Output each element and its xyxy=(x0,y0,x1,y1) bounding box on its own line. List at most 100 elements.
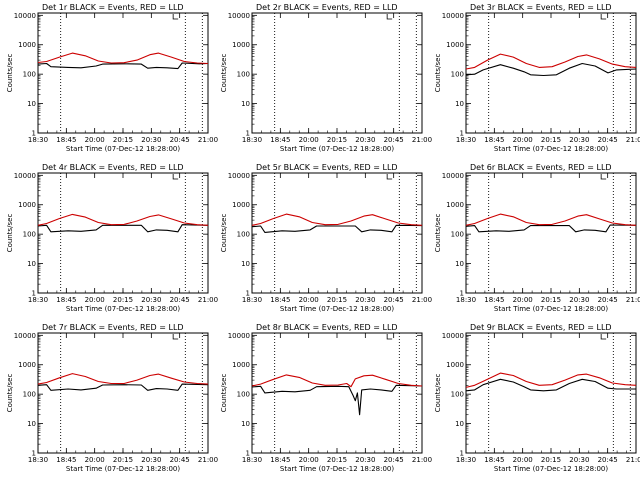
series-line-events xyxy=(37,62,209,70)
x-tick-label: 20:15 xyxy=(113,456,133,464)
series-line-lld xyxy=(37,52,209,65)
y-axis-label: Counts/sec xyxy=(6,374,14,413)
y-axis-label: Counts/sec xyxy=(220,374,228,413)
y-tick-label: 1000 xyxy=(446,41,464,49)
panel-title: Det 6r BLACK = Events, RED = LLD xyxy=(470,163,612,172)
x-tick-label: 20:00 xyxy=(85,456,105,464)
panel-title: Det 5r BLACK = Events, RED = LLD xyxy=(256,163,398,172)
x-axis-label: Start Time (07-Dec-12 18:28:00) xyxy=(280,305,394,313)
series-line-events xyxy=(37,224,209,233)
x-axis-label: Start Time (07-Dec-12 18:28:00) xyxy=(494,305,608,313)
series-line-events xyxy=(465,224,637,233)
y-tick-label: 10000 xyxy=(228,172,250,180)
x-tick-label: 20:45 xyxy=(384,296,404,304)
x-tick-label: 18:30 xyxy=(242,456,262,464)
x-tick-label: 18:45 xyxy=(56,456,76,464)
y-tick-label: 10000 xyxy=(228,12,250,20)
plot-frame xyxy=(465,12,637,134)
series-line-events xyxy=(37,383,209,391)
plot-frame xyxy=(251,172,423,294)
y-tick-label: 100 xyxy=(23,71,36,79)
y-tick-label: 100 xyxy=(23,231,36,239)
panel-det-2: Det 2r BLACK = Events, RED = LLD 1 10 100 10… xyxy=(220,3,432,153)
x-tick-label: 20:30 xyxy=(141,296,161,304)
corner-mark xyxy=(172,334,179,340)
panel-det-9: Det 9r BLACK = Events, RED = LLD 1 10 100 10… xyxy=(434,323,640,473)
x-axis-label: Start Time (07-Dec-12 18:28:00) xyxy=(66,465,180,473)
x-tick-label: 18:45 xyxy=(484,136,504,144)
series-line-events xyxy=(251,384,423,416)
panel-det-7: Det 7r BLACK = Events, RED = LLD 1 10 100 10… xyxy=(6,323,218,473)
panel-det-4: Det 4r BLACK = Events, RED = LLD 1 10 100 10… xyxy=(6,163,218,313)
x-axis-label: Start Time (07-Dec-12 18:28:00) xyxy=(66,305,180,313)
series-line-lld xyxy=(251,374,423,388)
panel-title: Det 2r BLACK = Events, RED = LLD xyxy=(256,3,398,12)
x-tick-label: 20:30 xyxy=(569,456,589,464)
x-tick-label: 20:00 xyxy=(299,136,319,144)
y-tick-label: 1000 xyxy=(18,41,36,49)
x-tick-label: 18:45 xyxy=(270,136,290,144)
series-line-lld xyxy=(465,53,637,70)
panel-det-1: Det 1r BLACK = Events, RED = LLD 1 10 100 10… xyxy=(6,3,218,153)
y-tick-label: 10 xyxy=(455,260,464,268)
y-tick-label: 10000 xyxy=(442,12,464,20)
panel-title: Det 1r BLACK = Events, RED = LLD xyxy=(42,3,184,12)
x-tick-label: 20:15 xyxy=(113,136,133,144)
y-tick-label: 1000 xyxy=(446,361,464,369)
y-tick-label: 10000 xyxy=(14,12,36,20)
series-line-lld xyxy=(37,373,209,385)
x-tick-label: 20:45 xyxy=(598,456,618,464)
y-tick-label: 1000 xyxy=(232,361,250,369)
x-tick-label: 20:15 xyxy=(327,456,347,464)
plot-frame xyxy=(465,332,637,454)
x-tick-label: 20:45 xyxy=(598,136,618,144)
x-tick-label: 18:30 xyxy=(456,296,476,304)
x-tick-label: 18:45 xyxy=(484,456,504,464)
y-tick-label: 10000 xyxy=(442,332,464,340)
x-tick-label: 20:15 xyxy=(541,456,561,464)
series-line-lld xyxy=(37,213,209,226)
x-axis-label: Start Time (07-Dec-12 18:28:00) xyxy=(494,145,608,153)
y-tick-label: 10000 xyxy=(14,172,36,180)
x-axis-label: Start Time (07-Dec-12 18:28:00) xyxy=(280,465,394,473)
x-tick-label: 20:30 xyxy=(569,296,589,304)
plot-frame xyxy=(251,332,423,454)
x-tick-label: 20:30 xyxy=(141,136,161,144)
x-axis-label: Start Time (07-Dec-12 18:28:00) xyxy=(280,145,394,153)
y-tick-label: 10 xyxy=(27,100,36,108)
corner-mark xyxy=(386,14,393,20)
x-tick-label: 20:00 xyxy=(299,456,319,464)
y-tick-label: 1 xyxy=(246,450,250,458)
x-tick-label: 21:00 xyxy=(198,296,218,304)
y-axis-label: Counts/sec xyxy=(434,214,442,253)
y-tick-label: 10000 xyxy=(14,332,36,340)
x-tick-label: 18:30 xyxy=(242,136,262,144)
x-tick-label: 20:30 xyxy=(355,136,375,144)
x-tick-label: 20:00 xyxy=(85,296,105,304)
series-line-events xyxy=(465,378,636,392)
x-tick-label: 18:30 xyxy=(456,456,476,464)
y-tick-label: 10000 xyxy=(442,172,464,180)
y-tick-label: 1 xyxy=(32,290,36,298)
x-tick-label: 18:30 xyxy=(28,456,48,464)
y-tick-label: 100 xyxy=(237,391,250,399)
y-tick-label: 1 xyxy=(460,450,464,458)
y-tick-label: 10000 xyxy=(228,332,250,340)
x-tick-label: 21:00 xyxy=(626,296,640,304)
corner-mark xyxy=(600,334,607,340)
y-tick-label: 100 xyxy=(451,231,464,239)
x-tick-label: 21:00 xyxy=(412,456,432,464)
y-tick-label: 1 xyxy=(32,450,36,458)
panel-det-3: Det 3r BLACK = Events, RED = LLD 1 10 100 10… xyxy=(434,3,640,153)
x-tick-label: 20:15 xyxy=(541,136,561,144)
y-tick-label: 100 xyxy=(451,391,464,399)
x-tick-label: 20:00 xyxy=(513,296,533,304)
x-tick-label: 20:45 xyxy=(598,296,618,304)
x-tick-label: 20:15 xyxy=(327,296,347,304)
y-axis-label: Counts/sec xyxy=(6,54,14,93)
y-tick-label: 100 xyxy=(237,231,250,239)
y-axis-label: Counts/sec xyxy=(6,214,14,253)
x-tick-label: 18:30 xyxy=(456,136,476,144)
corner-mark xyxy=(600,14,607,20)
y-tick-label: 10 xyxy=(27,420,36,428)
